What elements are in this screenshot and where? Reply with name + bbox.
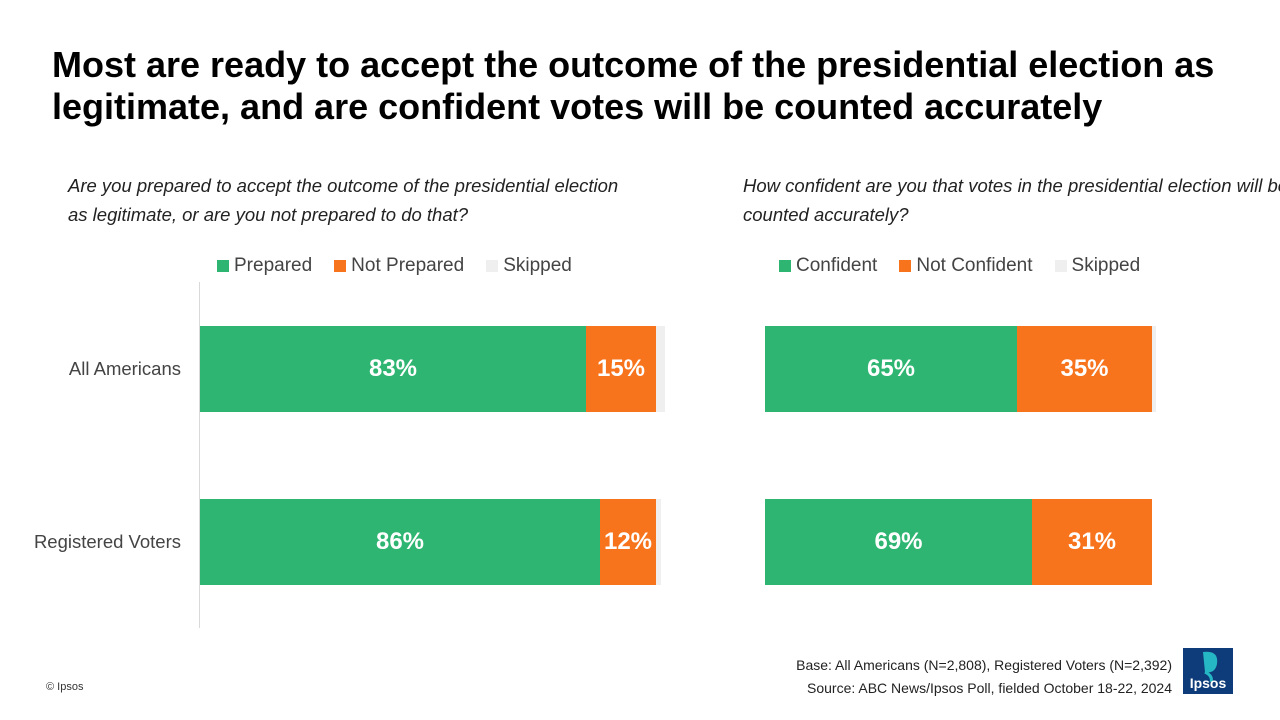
bar-data-label: 65% xyxy=(866,355,916,382)
ipsos-logo: Ipsos xyxy=(1183,648,1233,694)
ipsos-logo-text: Ipsos xyxy=(1189,675,1227,691)
right-bar-registered-voters: 69% 31% xyxy=(765,499,1152,585)
legend-label: Skipped xyxy=(1071,255,1141,276)
bar-segment-negative: 35% xyxy=(1017,326,1152,412)
bar-data-label: 15% xyxy=(596,355,646,382)
bar-segment-negative: 12% xyxy=(600,499,656,585)
bar-segment-skipped xyxy=(1152,326,1156,412)
bar-segment-negative: 15% xyxy=(586,326,656,412)
footer-base: Base: All Americans (N=2,808), Registere… xyxy=(796,657,1172,673)
right-bar-all-americans: 65% 35% xyxy=(765,326,1156,412)
bar-data-label: 12% xyxy=(603,528,653,555)
row-label-registered-voters: Registered Voters xyxy=(33,531,181,552)
bar-segment-positive: 86% xyxy=(200,499,600,585)
bar-data-label: 31% xyxy=(1067,528,1117,555)
left-legend: Prepared Not Prepared Skipped xyxy=(217,254,572,278)
left-question: Are you prepared to accept the outcome o… xyxy=(68,175,619,225)
bar-segment-negative: 31% xyxy=(1032,499,1152,585)
ipsos-logo-mark xyxy=(1203,651,1218,683)
bar-segment-skipped xyxy=(656,326,665,412)
bar-segment-positive: 83% xyxy=(200,326,586,412)
bar-segment-positive: 69% xyxy=(765,499,1032,585)
right-legend: Confident Not Confident Skipped xyxy=(779,254,1140,278)
legend-not-confident: Not Confident xyxy=(899,255,1033,277)
legend-prepared: Prepared xyxy=(217,255,312,277)
bar-segment-positive: 65% xyxy=(765,326,1017,412)
legend-swatch-green xyxy=(217,260,229,272)
right-question: How confident are you that votes in the … xyxy=(743,175,1280,225)
copyright: © Ipsos xyxy=(46,681,84,693)
row-label-all-americans: All Americans xyxy=(68,358,181,379)
legend-swatch-gray xyxy=(486,260,499,272)
legend-swatch-gray xyxy=(1054,260,1067,272)
footer-source: Source: ABC News/Ipsos Poll, fielded Oct… xyxy=(807,680,1172,696)
legend-confident: Confident xyxy=(779,255,877,277)
legend-label: Skipped xyxy=(503,255,572,276)
page-title: Most are ready to accept the outcome of … xyxy=(52,44,1215,127)
bar-data-label: 86% xyxy=(375,528,425,555)
legend-skipped: Skipped xyxy=(1054,255,1141,277)
legend-swatch-green xyxy=(779,260,791,272)
left-bar-all-americans: 83% 15% xyxy=(200,326,665,412)
legend-swatch-orange xyxy=(899,260,912,272)
legend-label: Not Confident xyxy=(916,255,1033,276)
bar-data-label: 35% xyxy=(1060,355,1109,382)
legend-label: Not Prepared xyxy=(351,255,465,276)
legend-swatch-orange xyxy=(334,260,347,272)
category-axis-line xyxy=(199,282,200,628)
legend-label: Prepared xyxy=(234,255,313,276)
left-bar-registered-voters: 86% 12% xyxy=(200,499,661,585)
bar-data-label: 83% xyxy=(368,355,418,382)
bar-data-label: 69% xyxy=(874,528,923,555)
legend-label: Confident xyxy=(796,255,878,276)
bar-segment-skipped xyxy=(656,499,661,585)
legend-skipped: Skipped xyxy=(486,255,572,277)
legend-not-prepared: Not Prepared xyxy=(334,255,464,277)
